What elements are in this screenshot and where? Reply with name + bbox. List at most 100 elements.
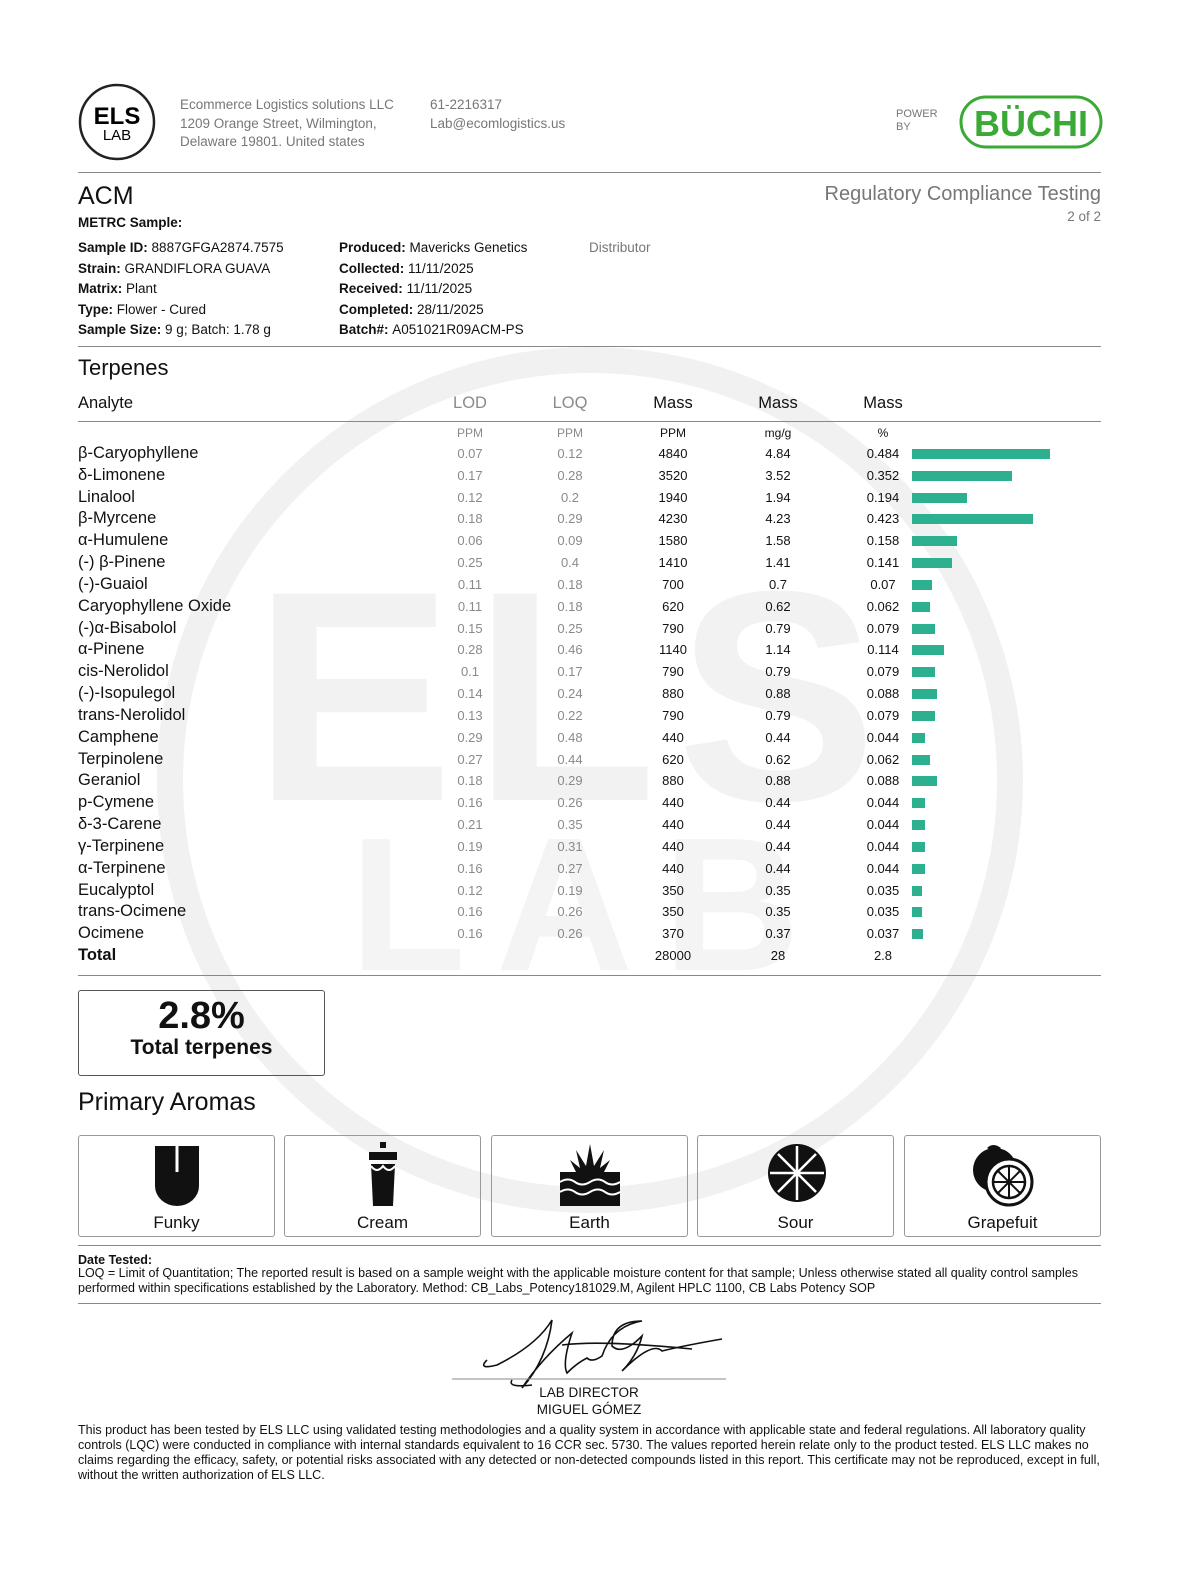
field-row: Matrix: Plant [78, 279, 284, 300]
logo-text: ELS [94, 103, 141, 130]
unit-label: PPM [456, 426, 483, 440]
percent-bar [912, 907, 922, 918]
aroma-label: Funky [153, 1213, 200, 1232]
cell-value: 0.27 [457, 751, 483, 767]
cell-value: 0.15 [457, 620, 483, 636]
text: POWER [896, 108, 938, 120]
cell-value: 0.4 [560, 555, 580, 571]
field-label: Completed: [339, 301, 414, 317]
field-row: Type: Flower - Cured [78, 300, 284, 321]
cell-value: 3520 [658, 467, 688, 483]
text: 1209 Orange Street, Wilmington, [180, 115, 377, 131]
cell-value: 0.19 [557, 882, 583, 898]
cell-value: 0.44 [557, 751, 583, 767]
cell-value: 0.09 [557, 533, 583, 549]
analyte-name: Terpinolene [78, 749, 164, 768]
analyte-name: (-)-Guaiol [78, 574, 148, 593]
field-value: 8887GFGA2874.7575 [151, 240, 284, 255]
aroma-card: Cream [284, 1135, 481, 1237]
cell-value: 0.044 [866, 795, 900, 811]
watermark-text: ELS [253, 528, 896, 864]
analyte-name: Caryophyllene Oxide [78, 596, 232, 615]
cell-value: 1.41 [765, 555, 791, 571]
cell-value: 0.26 [557, 795, 583, 811]
cell-value: 0.044 [866, 817, 900, 833]
aroma-icon [369, 1142, 397, 1206]
analyte-name: Eucalyptol [78, 880, 155, 899]
total-value: 2.8 [873, 948, 893, 964]
aroma-icon [559, 1144, 621, 1206]
field-value: 28/11/2025 [417, 301, 484, 317]
cell-value: 0.037 [866, 926, 900, 942]
field-label: Batch#: [339, 322, 389, 337]
percent-bar [912, 601, 930, 612]
cell-value: 0.88 [765, 686, 791, 702]
cell-value: 0.7 [768, 576, 788, 592]
cell-value: 0.29 [457, 729, 483, 745]
analyte-name: α-Humulene [78, 531, 169, 550]
cell-value: 0.21 [457, 817, 483, 833]
cell-value: 0.07 [457, 446, 483, 461]
distributor: Distributor [589, 240, 651, 255]
cell-value: 1.94 [765, 489, 791, 505]
field-row: Collected: 11/11/2025 [339, 259, 527, 280]
divider [78, 1303, 1101, 1304]
cell-value: 0.088 [866, 773, 900, 789]
percent-bar [912, 776, 938, 787]
signer-name: MIGUEL GÓMEZ [536, 1402, 642, 1417]
page-number: 2 of 2 [1067, 209, 1101, 224]
cell-value: 350 [662, 882, 684, 898]
cell-value: 0.18 [557, 576, 583, 592]
cell-value: 3.52 [765, 467, 791, 483]
percent-bar [912, 667, 935, 678]
percent-bar [912, 863, 925, 874]
field-row: Produced: Mavericks Genetics [339, 238, 527, 259]
report-title: Regulatory Compliance Testing [824, 183, 1101, 205]
field-label: Sample ID: [78, 240, 148, 255]
field-label: Type: [78, 301, 114, 317]
divider [78, 172, 1101, 173]
cell-value: 880 [662, 773, 684, 789]
aroma-icon [155, 1146, 199, 1206]
aroma-card: Sour [697, 1135, 894, 1237]
percent-bar [912, 820, 925, 831]
cell-value: 0.035 [866, 904, 900, 920]
cell-value: 0.17 [557, 664, 583, 680]
cell-value: 440 [662, 795, 684, 811]
cell-value: 790 [662, 620, 684, 636]
cell-value: 0.35 [765, 882, 791, 898]
cell-value: 0.44 [765, 838, 791, 854]
cell-value: 370 [662, 926, 684, 942]
cell-value: 0.18 [457, 511, 483, 527]
total-value: 28000 [654, 948, 692, 964]
cell-value: 0.27 [557, 860, 583, 876]
cell-value: 0.12 [457, 489, 483, 505]
cell-value: 0.25 [557, 620, 583, 636]
signer-role: LAB DIRECTOR [539, 1385, 639, 1400]
cell-value: 0.11 [457, 576, 483, 592]
divider [78, 421, 1101, 422]
cell-value: 1940 [658, 489, 688, 505]
percent-bar [912, 841, 925, 852]
cell-value: 1.58 [765, 533, 791, 549]
section-title: Terpenes [78, 355, 169, 380]
analyte-name: α-Terpinene [78, 858, 166, 877]
cell-value: 1.14 [765, 642, 791, 658]
cell-value: 0.062 [866, 598, 900, 614]
field-row: Batch#: A051021R09ACM-PS [339, 320, 527, 341]
cell-value: 0.28 [557, 467, 583, 483]
cell-value: 0.31 [557, 838, 583, 854]
cell-value: 0.16 [457, 926, 483, 942]
cell-value: 0.044 [866, 860, 900, 876]
analyte-name: α-Pinene [78, 640, 145, 659]
analyte-name: trans-Ocimene [78, 902, 187, 921]
percent-bar [912, 798, 925, 809]
cell-value: 0.194 [866, 489, 900, 505]
field-label: Strain: [78, 260, 121, 276]
analyte-name: β-Myrcene [78, 509, 157, 528]
cell-value: 0.62 [765, 751, 791, 767]
field-row: Received: 11/11/2025 [339, 279, 527, 300]
text: BY [896, 121, 911, 133]
cell-value: 0.12 [457, 882, 483, 898]
